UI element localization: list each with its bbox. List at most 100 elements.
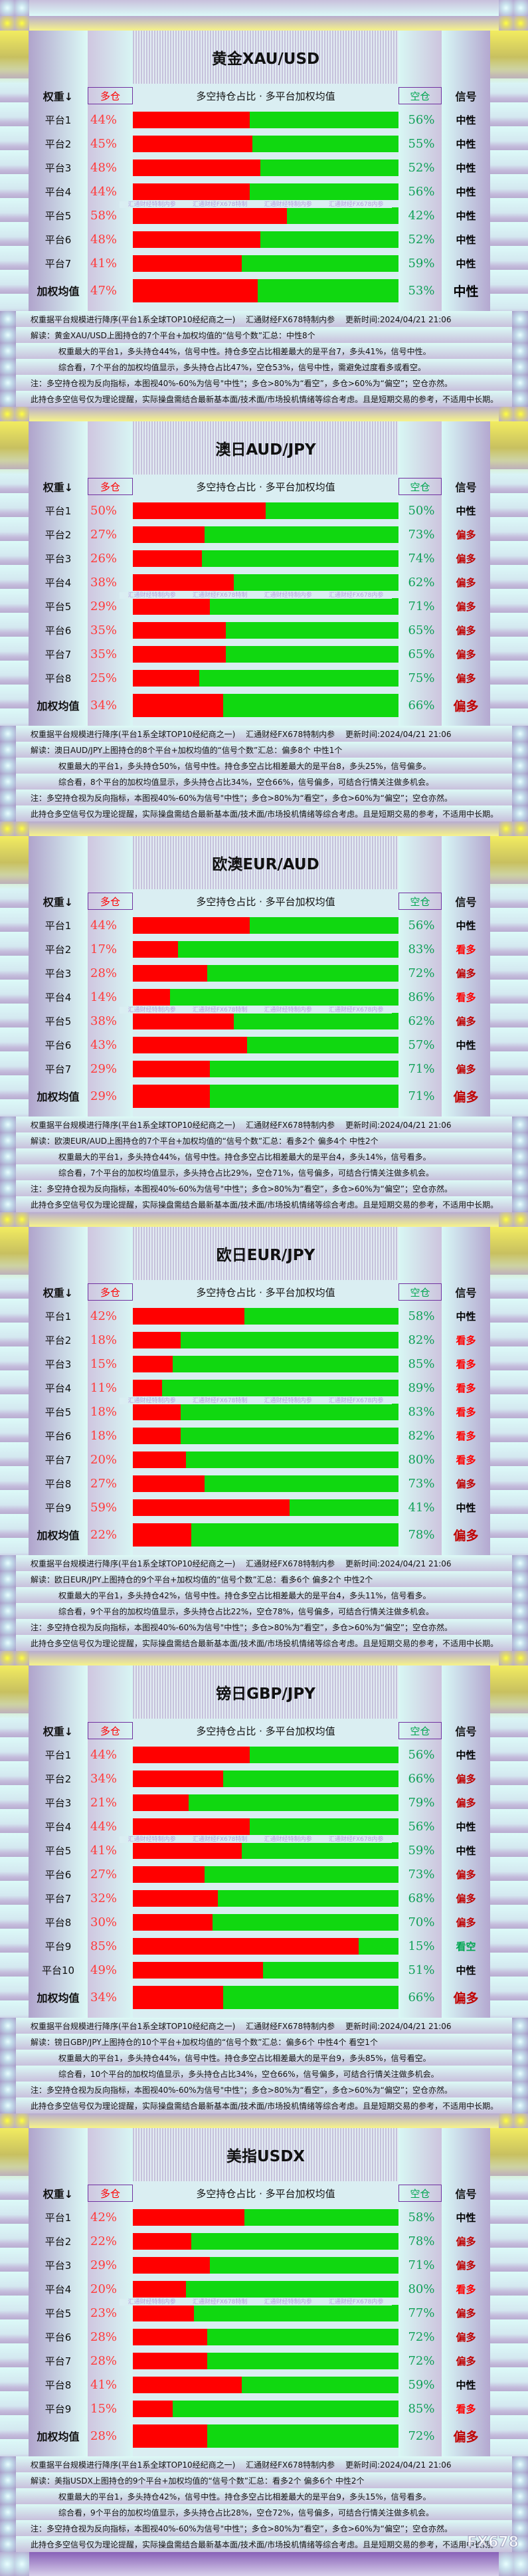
long-short-bar	[133, 1475, 398, 1492]
long-percent: 29%	[90, 1089, 118, 1103]
platform-row: 平台7 35% 65% 偏多	[0, 642, 528, 666]
ornament-icon	[512, 327, 528, 343]
long-short-bar	[133, 1499, 398, 1516]
ornament-icon	[512, 375, 528, 391]
short-percent: 80%	[408, 1452, 435, 1467]
short-bar-segment	[260, 159, 398, 176]
long-percent: 15%	[90, 1356, 118, 1371]
positions-panel: 黄金XAU/USD 权重↓ 多仓 多空持仓占比 · 多平台加权均值 空仓 信号 平台1 44%…	[0, 16, 528, 407]
fx678-logo: FX678	[467, 2534, 519, 2551]
long-percent: 14%	[90, 990, 118, 1004]
short-percent: 56%	[408, 184, 435, 199]
weighted-average-row: 加权均值 34% 66% 偏多	[0, 690, 528, 720]
ornament-icon	[513, 1212, 528, 1227]
panel-title: 镑日GBP/JPY	[133, 1665, 398, 1719]
short-bar-segment	[210, 1084, 398, 1108]
short-percent: 62%	[408, 1014, 435, 1028]
long-percent: 35%	[90, 647, 118, 661]
short-percent: 52%	[408, 160, 435, 175]
platform-row: 平台1 44% 56% 中性	[0, 1743, 528, 1767]
long-percent: 28%	[90, 2329, 118, 2344]
long-bar-segment	[133, 1985, 223, 2009]
long-percent: 45%	[90, 136, 118, 151]
ornament-icon	[0, 1619, 16, 1635]
ornament-icon	[0, 2520, 16, 2536]
short-percent: 59%	[408, 256, 435, 270]
weight-sort-header[interactable]: 权重↓	[43, 896, 74, 909]
long-short-bar	[133, 550, 398, 567]
short-percent: 82%	[408, 1428, 435, 1443]
weight-sort-header[interactable]: 权重↓	[43, 90, 74, 103]
ornament-icon	[512, 790, 528, 805]
long-bar-segment	[133, 159, 260, 176]
detail-text: 权重最大的平台1，多头持仓42%，信号中性。持仓多空占比相差最大的是平台9，多头…	[58, 2492, 431, 2502]
short-percent: 86%	[408, 990, 435, 1004]
long-bar-segment	[133, 1084, 210, 1108]
ornament-icon	[0, 1117, 16, 1132]
watermark-text: 汇通财经FX678内参	[328, 201, 384, 208]
long-bar-segment	[133, 2376, 242, 2393]
short-header: 空仓	[398, 893, 442, 910]
short-bar-segment	[210, 597, 398, 615]
decor-band	[0, 1212, 528, 1227]
long-short-bar	[133, 2328, 398, 2345]
long-short-bar	[133, 111, 398, 128]
short-bar-segment	[207, 2424, 398, 2448]
long-percent: 27%	[90, 1867, 118, 1881]
platform-row: 平台2 17% 83% 看多	[0, 937, 528, 961]
ornament-icon	[15, 2113, 29, 2128]
weight-sort-header[interactable]: 权重↓	[43, 2188, 74, 2200]
weight-sort-header[interactable]: 权重↓	[43, 1287, 74, 1299]
disclaimer-text: 此持仓多空信号仅为理论提醒，实际操盘需结合最新基本面/技术面/市场投机情绪等综合…	[31, 2101, 499, 2111]
short-header: 空仓	[398, 478, 442, 495]
ornament-icon	[512, 1603, 528, 1619]
row-label: 平台7	[44, 1892, 72, 1905]
long-bar-segment	[133, 1746, 250, 1763]
weighted-average-row: 加权均值 22% 78% 偏多	[0, 1519, 528, 1550]
conclusion-text: 综合看，10个平台的加权均值显示，多头持仓占比34%，空仓66%，信号偏多，可结…	[58, 2069, 439, 2079]
short-percent: 58%	[408, 1309, 435, 1323]
decor-band	[0, 0, 528, 16]
long-short-bar	[133, 1012, 398, 1029]
ornament-icon	[0, 1132, 16, 1148]
signal-label: 中性	[456, 1749, 476, 1761]
row-label: 平台10	[41, 1964, 75, 1977]
chart-header: 多空持仓占比 · 多平台加权均值	[196, 2187, 335, 2200]
note-text: 注：多空持仓视为反向指标，本图视40%-60%为信号"中性"；多仓>80%为“看…	[31, 2085, 453, 2095]
row-label: 平台3	[44, 1358, 72, 1370]
long-short-bar	[133, 1379, 398, 1396]
long-short-bar	[133, 2304, 398, 2321]
signal-label: 偏多	[456, 967, 476, 980]
long-short-bar	[133, 183, 398, 200]
platform-row: 平台8 41% 59% 中性	[0, 2373, 528, 2397]
long-short-bar	[133, 1985, 398, 2009]
short-percent: 85%	[408, 1356, 435, 1371]
weight-sort-header[interactable]: 权重↓	[43, 1725, 74, 1738]
long-bar-segment	[133, 2208, 244, 2226]
short-percent: 71%	[408, 1061, 435, 1076]
row-label: 平台9	[44, 1501, 72, 1514]
long-short-bar	[133, 574, 398, 591]
signal-label: 偏多	[453, 2429, 479, 2444]
short-bar-segment	[173, 2400, 398, 2417]
detail-text: 权重最大的平台1，多头持仓50%，信号中性。持仓多空占比相差最大的是平台8，多头…	[58, 761, 431, 771]
positions-panel: 澳日AUD/JPY 权重↓ 多仓 多空持仓占比 · 多平台加权均值 空仓 信号 平台1 50%…	[0, 407, 528, 821]
long-percent: 34%	[90, 698, 118, 712]
long-short-bar	[133, 1746, 398, 1763]
short-percent: 73%	[408, 1476, 435, 1491]
long-percent: 20%	[90, 1452, 118, 1467]
platform-row: 平台6 48% 52% 中性	[0, 227, 528, 251]
long-short-bar	[133, 645, 398, 663]
platform-row: 平台4 14% 86% 看多 汇通财经特制内参 汇通财经FX678特制 汇通财经特制内参 汇通…	[0, 985, 528, 1014]
row-label: 平台1	[44, 504, 72, 517]
signal-label: 看多	[456, 991, 476, 1004]
short-bar-segment	[199, 669, 398, 687]
platform-row: 平台3 26% 74% 偏多	[0, 546, 528, 570]
short-bar-segment	[218, 1889, 398, 1907]
signal-label: 中性	[456, 504, 476, 517]
signal-label: 中性	[456, 161, 476, 174]
weight-sort-header[interactable]: 权重↓	[43, 481, 74, 494]
signal-label: 看多	[456, 1358, 476, 1370]
long-bar-segment	[133, 183, 250, 200]
